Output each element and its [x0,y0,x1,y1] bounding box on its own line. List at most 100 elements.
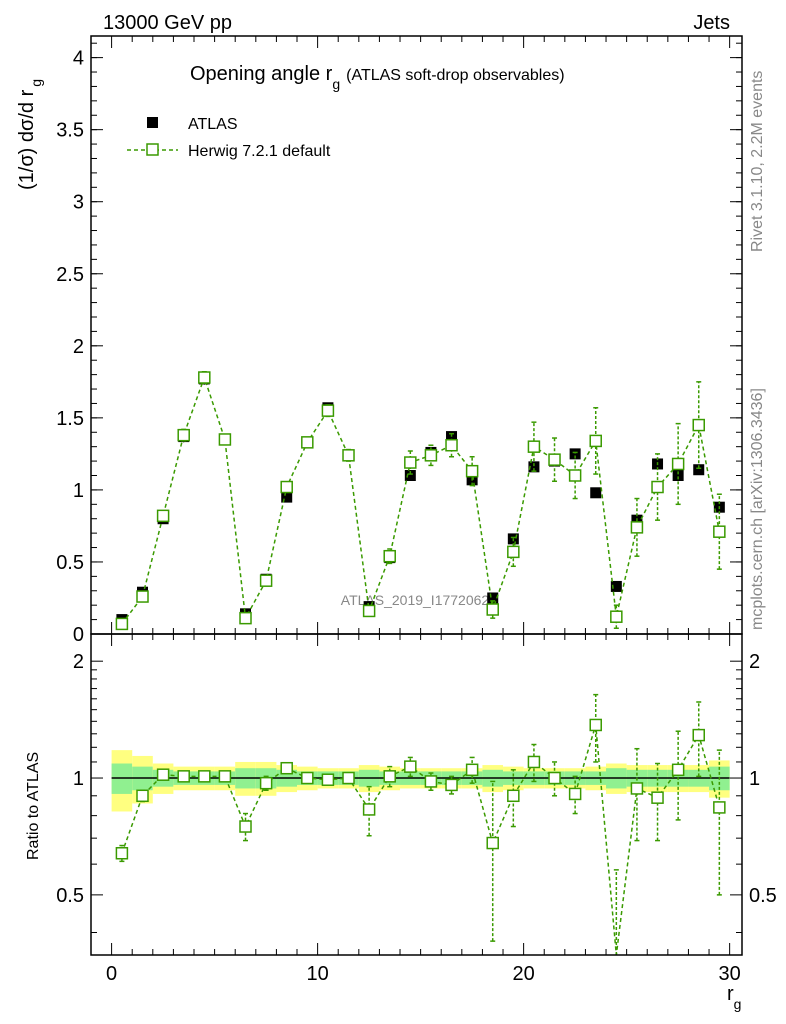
ratio-point [383,770,396,783]
legend-marker-herwig [146,143,159,156]
process-label: Jets [693,12,730,34]
herwig-point [321,404,335,417]
legend-label-atlas: ATLAS [188,116,238,133]
atlas-point [693,464,705,476]
mcplots-label: mcplots.cern.ch [arXiv:1306.3436] [749,388,766,630]
herwig-point [465,464,479,478]
atlas-point [610,580,622,592]
herwig-point [713,525,726,538]
ratio-point [177,770,190,783]
main-panel: ATLAS_2019_I1772062 0 0.5 1 1.5 2 2.5 3 3.5 4 Op… [16,35,743,646]
x-axis: 0 10 20 30 [106,634,741,985]
x-tick-label: 30 [719,963,741,985]
ratio-point [713,801,726,814]
ratio-point [630,782,644,795]
main-y-label: (1/σ) dσ/d rg [16,79,44,190]
herwig-line [121,375,721,625]
herwig-point [651,480,664,494]
ratio-panel: 0.5 0.5 1 1 2 2 0 10 20 30 Ratio to ATLAS rg [25,633,777,1012]
atlas-point [487,592,499,604]
legend-marker-atlas [147,117,158,128]
ratio-y-tick-label-right: 0.5 [749,885,777,907]
ratio-point [548,771,561,785]
x-tick-label: 0 [106,963,117,985]
ratio-point [692,728,705,742]
ratio-point [301,771,314,785]
ratio-y-tick-label: 2 [73,651,84,673]
herwig-point [301,436,314,449]
herwig-point [424,449,438,462]
herwig-point [568,469,582,482]
herwig-point [177,428,190,442]
ratio-point [527,755,541,769]
x-tick-label: 10 [306,963,328,985]
main-y-tick-label: 2 [73,336,84,358]
energy-label: 13000 GeV pp [103,12,232,34]
herwig-point [198,371,211,384]
herwig-point [630,521,644,534]
herwig-point [259,574,273,587]
ratio-point [342,771,355,785]
legend-label-herwig: Herwig 7.2.1 default [188,143,331,160]
herwig-point [404,456,417,469]
legend: ATLAS Herwig 7.2.1 default [127,116,331,160]
main-x-ticks [111,36,731,634]
main-y-tick-label: 1.5 [56,408,84,430]
ratio-point [404,760,417,773]
herwig-point [610,610,623,623]
main-y-tick-label: 2.5 [56,264,84,286]
ratio-point [465,763,479,777]
herwig-point [115,617,129,631]
herwig-point [280,480,293,494]
ratio-point [651,791,664,804]
atlas-point [404,469,416,481]
ratio-point [507,789,520,803]
main-y-axis: 0 0.5 1 1.5 2 2.5 3 3.5 4 [56,42,742,646]
herwig-point [507,545,520,559]
ratio-point [486,836,499,850]
herwig-point [589,434,602,448]
analysis-watermark: ATLAS_2019_I1772062 [341,592,490,608]
atlas-point [281,491,293,503]
main-y-tick-label: 1 [73,480,84,502]
ratio-point [671,763,685,777]
ratio-frame [90,633,743,956]
herwig-point [486,603,499,616]
main-y-tick-label: 3 [73,192,84,214]
ratio-y-tick-label-right: 2 [749,651,760,673]
herwig-point [218,433,232,446]
main-plot-area [115,370,726,631]
ratio-point [568,787,582,801]
main-y-tick-label: 3.5 [56,120,84,142]
main-y-tick-label: 0 [73,624,84,646]
herwig-point [692,418,705,432]
atlas-point [672,469,684,481]
ratio-point [259,776,273,790]
herwig-point [342,449,355,462]
ratio-plot-area [111,693,730,956]
herwig-point [527,440,541,453]
atlas-point [528,461,540,473]
x-tick-label: 20 [513,963,535,985]
rivet-label: Rivet 3.1.10, 2.2M events [749,71,766,252]
x-axis-label: rg [727,983,741,1012]
herwig-point [445,438,458,452]
ratio-point [136,789,149,803]
ratio-point [589,718,602,732]
herwig-point [362,604,376,618]
ratio-point [218,770,232,783]
herwig-point [136,590,149,603]
main-y-tick-label: 0.5 [56,552,84,574]
ratio-point [239,820,252,833]
herwig-point [548,453,561,466]
atlas-point [590,487,602,499]
ratio-y-axis: 0.5 0.5 1 1 2 2 [56,651,777,933]
ratio-point [424,775,438,788]
herwig-point [383,549,396,563]
ratio-y-label: Ratio to ATLAS [25,752,42,860]
ratio-point [115,847,129,860]
ratio-point [156,768,170,781]
main-y-tick-label: 4 [73,48,84,70]
herwig-point [671,457,685,471]
